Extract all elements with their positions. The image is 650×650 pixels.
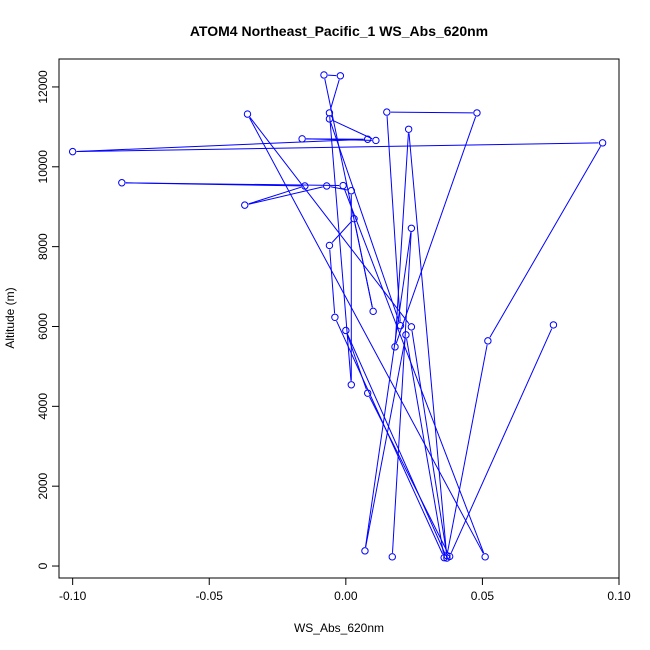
data-point (363, 135, 372, 143)
data-point (342, 326, 350, 335)
x-axis: -0.10 -0.05 0.00 0.05 0.10 (59, 577, 631, 603)
series-segment (386, 116, 401, 322)
series-segment (392, 232, 412, 553)
series-segment (332, 120, 373, 140)
series-segment (248, 186, 302, 205)
x-tick-label: -0.05 (196, 589, 224, 603)
series-segment (394, 133, 409, 343)
series-segment (330, 122, 400, 323)
y-axis-label: Altitude (m) (3, 287, 17, 348)
y-tick-label: 6000 (36, 313, 50, 340)
data-point (323, 182, 331, 190)
y-tick-label: 12000 (36, 70, 50, 104)
data-point (361, 547, 369, 555)
series-segment (489, 146, 602, 338)
data-point (339, 181, 347, 190)
series-segment (248, 117, 484, 554)
series-segment (329, 116, 352, 381)
data-point (388, 553, 396, 561)
series-segment (365, 232, 412, 547)
series-segment (125, 182, 340, 187)
data-point (363, 389, 372, 397)
series-segment (330, 79, 340, 110)
data-point (402, 331, 410, 339)
x-tick-label: -0.10 (59, 589, 87, 603)
data-point (549, 321, 558, 329)
plot-frame (58, 58, 620, 579)
data-point (320, 71, 328, 79)
series-segment (411, 330, 447, 552)
y-tick-label: 8000 (36, 233, 50, 260)
data-point (331, 313, 339, 322)
data-point (404, 125, 413, 133)
series-segment (76, 142, 599, 153)
series-segment (346, 333, 446, 555)
data-point (301, 182, 309, 190)
data-point (369, 307, 377, 316)
data-point (68, 147, 77, 156)
data-point (407, 224, 416, 232)
series-segment (406, 338, 444, 554)
data-point (396, 321, 405, 330)
data-point (372, 136, 380, 145)
chart-title: ATOM4 Northeast_Pacific_1 WS_Abs_620nm (190, 23, 488, 39)
series-segment (408, 133, 448, 555)
series-segment (248, 186, 323, 205)
data-point (481, 553, 489, 561)
series-segment (450, 328, 553, 553)
series-segment (344, 189, 485, 554)
y-tick-label: 2000 (36, 473, 50, 500)
data-point (336, 72, 345, 80)
series-points (68, 71, 607, 562)
y-tick-label: 4000 (36, 393, 50, 420)
series-segment (346, 334, 367, 390)
data-point (241, 201, 249, 209)
data-point (391, 343, 399, 351)
y-tick-label: 0 (36, 562, 50, 569)
y-axis: 0 2000 4000 6000 8000 10000 12000 (36, 70, 60, 569)
series-segment (447, 344, 488, 552)
data-point (298, 135, 306, 143)
series-segment (395, 116, 477, 344)
data-point (347, 381, 355, 389)
x-tick-label: 0.10 (607, 589, 631, 603)
data-point (445, 552, 454, 561)
data-point (325, 241, 334, 250)
data-point (325, 115, 334, 123)
series-segment (329, 249, 336, 314)
data-point (118, 179, 126, 187)
x-axis-label: WS_Abs_620nm (294, 621, 384, 635)
series-segment (249, 116, 410, 325)
y-tick-label: 10000 (36, 150, 50, 184)
series-segment (306, 138, 372, 141)
series-segment (76, 138, 364, 152)
data-point (484, 337, 492, 345)
data-point (407, 323, 416, 331)
data-point (383, 108, 391, 116)
data-point (473, 109, 481, 117)
series-segment (365, 338, 406, 548)
series-segment (331, 221, 352, 243)
series-segment (369, 396, 449, 554)
data-point (347, 187, 355, 195)
data-point (350, 214, 358, 223)
series-segment (390, 111, 473, 114)
x-tick-label: 0.05 (471, 589, 495, 603)
x-tick-label: 0.00 (334, 589, 358, 603)
data-point (598, 139, 607, 147)
data-point (243, 110, 252, 118)
series-lines (76, 74, 602, 555)
